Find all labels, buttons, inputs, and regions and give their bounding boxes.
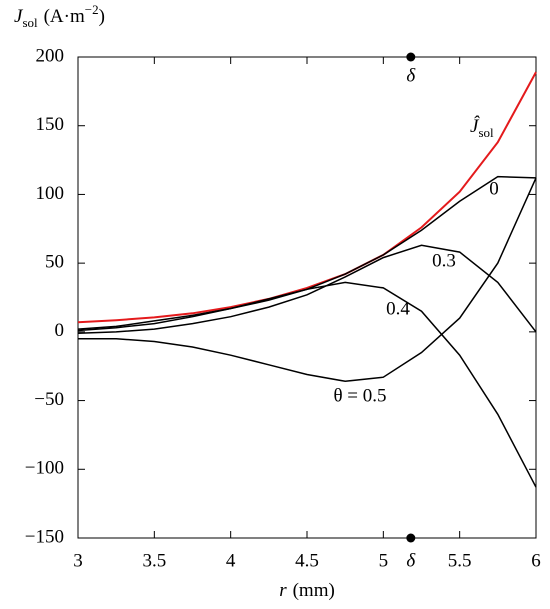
series-label-symbol: Ĵ: [470, 115, 480, 137]
x-tick-label: 3.5: [142, 550, 166, 571]
x-tick-label: 6: [531, 550, 541, 571]
series-line: [77, 244, 537, 334]
y-label-exp: −2: [85, 2, 99, 17]
y-tick-label: −50: [34, 389, 64, 410]
y-tick-label: 100: [36, 183, 65, 204]
y-tick-label: 150: [36, 114, 65, 135]
plot-frame: [77, 56, 537, 539]
series-label: Ĵsol: [470, 115, 494, 140]
y-tick-label: −100: [25, 458, 64, 479]
x-label-unit: (mm): [293, 580, 335, 601]
x-tick-label: 4.5: [295, 550, 319, 571]
y-label-sub: sol: [22, 15, 38, 30]
y-tick-label: 50: [45, 252, 64, 273]
x-tick-label: 4: [226, 550, 236, 571]
series-label: 0.4: [386, 298, 410, 319]
x-axis-label: r (mm): [279, 580, 335, 601]
x-tick-label: 3: [73, 550, 83, 571]
delta-marker: [406, 533, 416, 543]
y-tick-label: 200: [36, 45, 65, 66]
series-label: 0: [489, 178, 499, 199]
delta-label: δ: [406, 550, 416, 571]
y-label-symbol: J: [14, 6, 24, 27]
series-line: [77, 71, 537, 324]
y-tick-label: −150: [25, 526, 64, 547]
series-label-sub: sol: [478, 125, 494, 140]
y-tick-label: 0: [55, 320, 65, 341]
x-tick-label: 5: [379, 550, 389, 571]
series-line: [78, 177, 537, 383]
y-label-unit: (A·m: [44, 6, 85, 27]
y-label-close: ): [99, 6, 105, 27]
y-axis-label: Jsol (A·m−2): [14, 2, 105, 30]
series-label: θ = 0.5: [333, 385, 386, 406]
series-label: 0.3: [432, 250, 456, 271]
x-tick-label: 5.5: [448, 550, 472, 571]
delta-marker: [406, 52, 416, 62]
series-line: [77, 281, 537, 488]
x-label-symbol: r: [279, 580, 287, 601]
delta-label: δ: [406, 65, 416, 86]
